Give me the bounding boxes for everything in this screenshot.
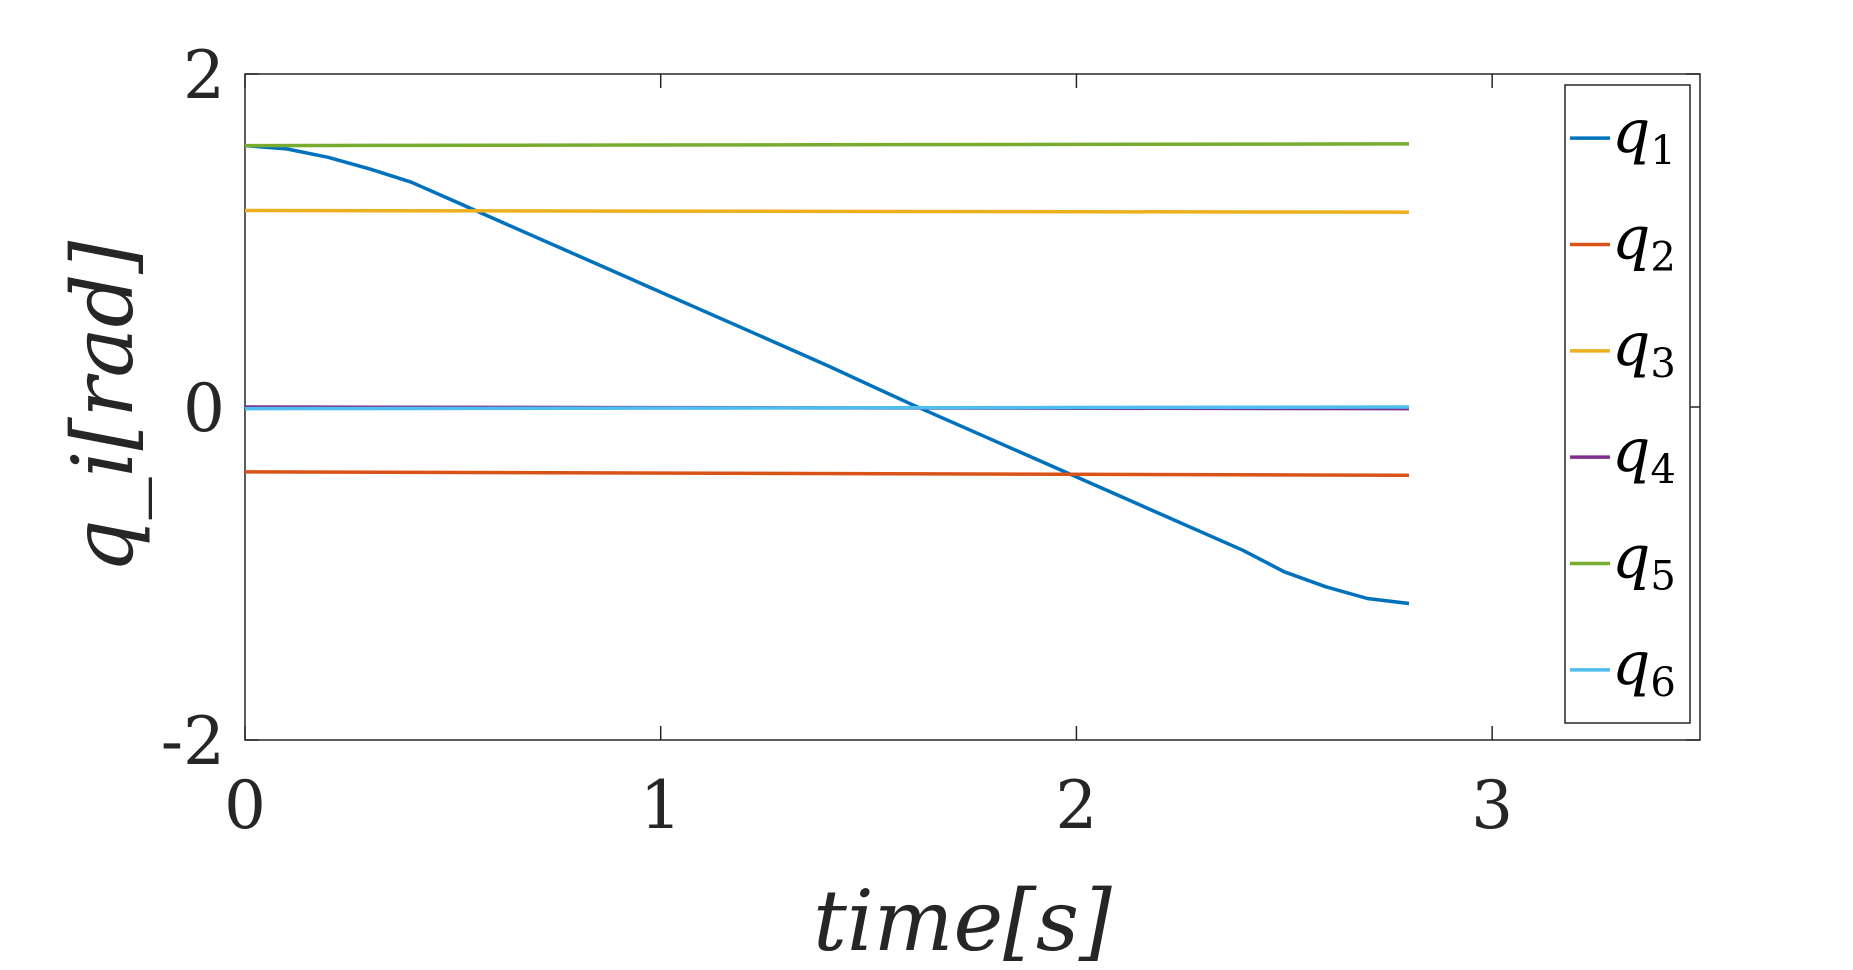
legend-label-q1: q1: [1612, 97, 1676, 174]
legend-label-subscript: 4: [1650, 447, 1675, 493]
y-tick-label: 2: [183, 37, 225, 114]
axis-labels: time[s] q_i[rad]: [54, 241, 1112, 970]
legend-label-base: q: [1612, 629, 1650, 699]
legend-label-base: q: [1612, 523, 1650, 593]
y-tick-label: -2: [161, 703, 225, 780]
legend-label-subscript: 5: [1650, 554, 1675, 600]
series-line-q1: [244, 143, 1410, 606]
x-tick-label: 3: [1471, 767, 1513, 844]
legend-label-subscript: 1: [1650, 128, 1675, 174]
series-line-q2: [244, 470, 1410, 478]
axes: 0 1 2 3-202: [161, 37, 1701, 844]
legend-label-q2: q2: [1612, 204, 1676, 281]
series-line-q6: [244, 405, 1410, 411]
legend-label-q5: q5: [1612, 523, 1676, 600]
legend-label-base: q: [1612, 310, 1650, 380]
y-tick-label: 0: [183, 370, 225, 447]
legend-label-subscript: 2: [1650, 235, 1675, 281]
legend-label-base: q: [1612, 204, 1650, 274]
legend-label-subscript: 6: [1650, 660, 1675, 706]
x-axis-title: time[s]: [813, 872, 1112, 970]
legend-label-base: q: [1612, 416, 1650, 486]
x-tick-label: 0: [224, 767, 266, 844]
legend-label-base: q: [1612, 97, 1650, 167]
legend-label-q6: q6: [1612, 629, 1676, 706]
legend-label-q3: q3: [1612, 310, 1676, 387]
x-tick-label: 1: [640, 767, 682, 844]
legend-label-subscript: 3: [1650, 341, 1675, 387]
legend-label-q4: q4: [1612, 416, 1676, 493]
series-line-q5: [244, 142, 1410, 148]
series-line-q3: [244, 208, 1410, 214]
y-axis-title: q_i[rad]: [54, 241, 152, 573]
series-lines: [244, 142, 1410, 606]
legend-box: [1564, 84, 1691, 724]
x-tick-label: 2: [1055, 767, 1097, 844]
